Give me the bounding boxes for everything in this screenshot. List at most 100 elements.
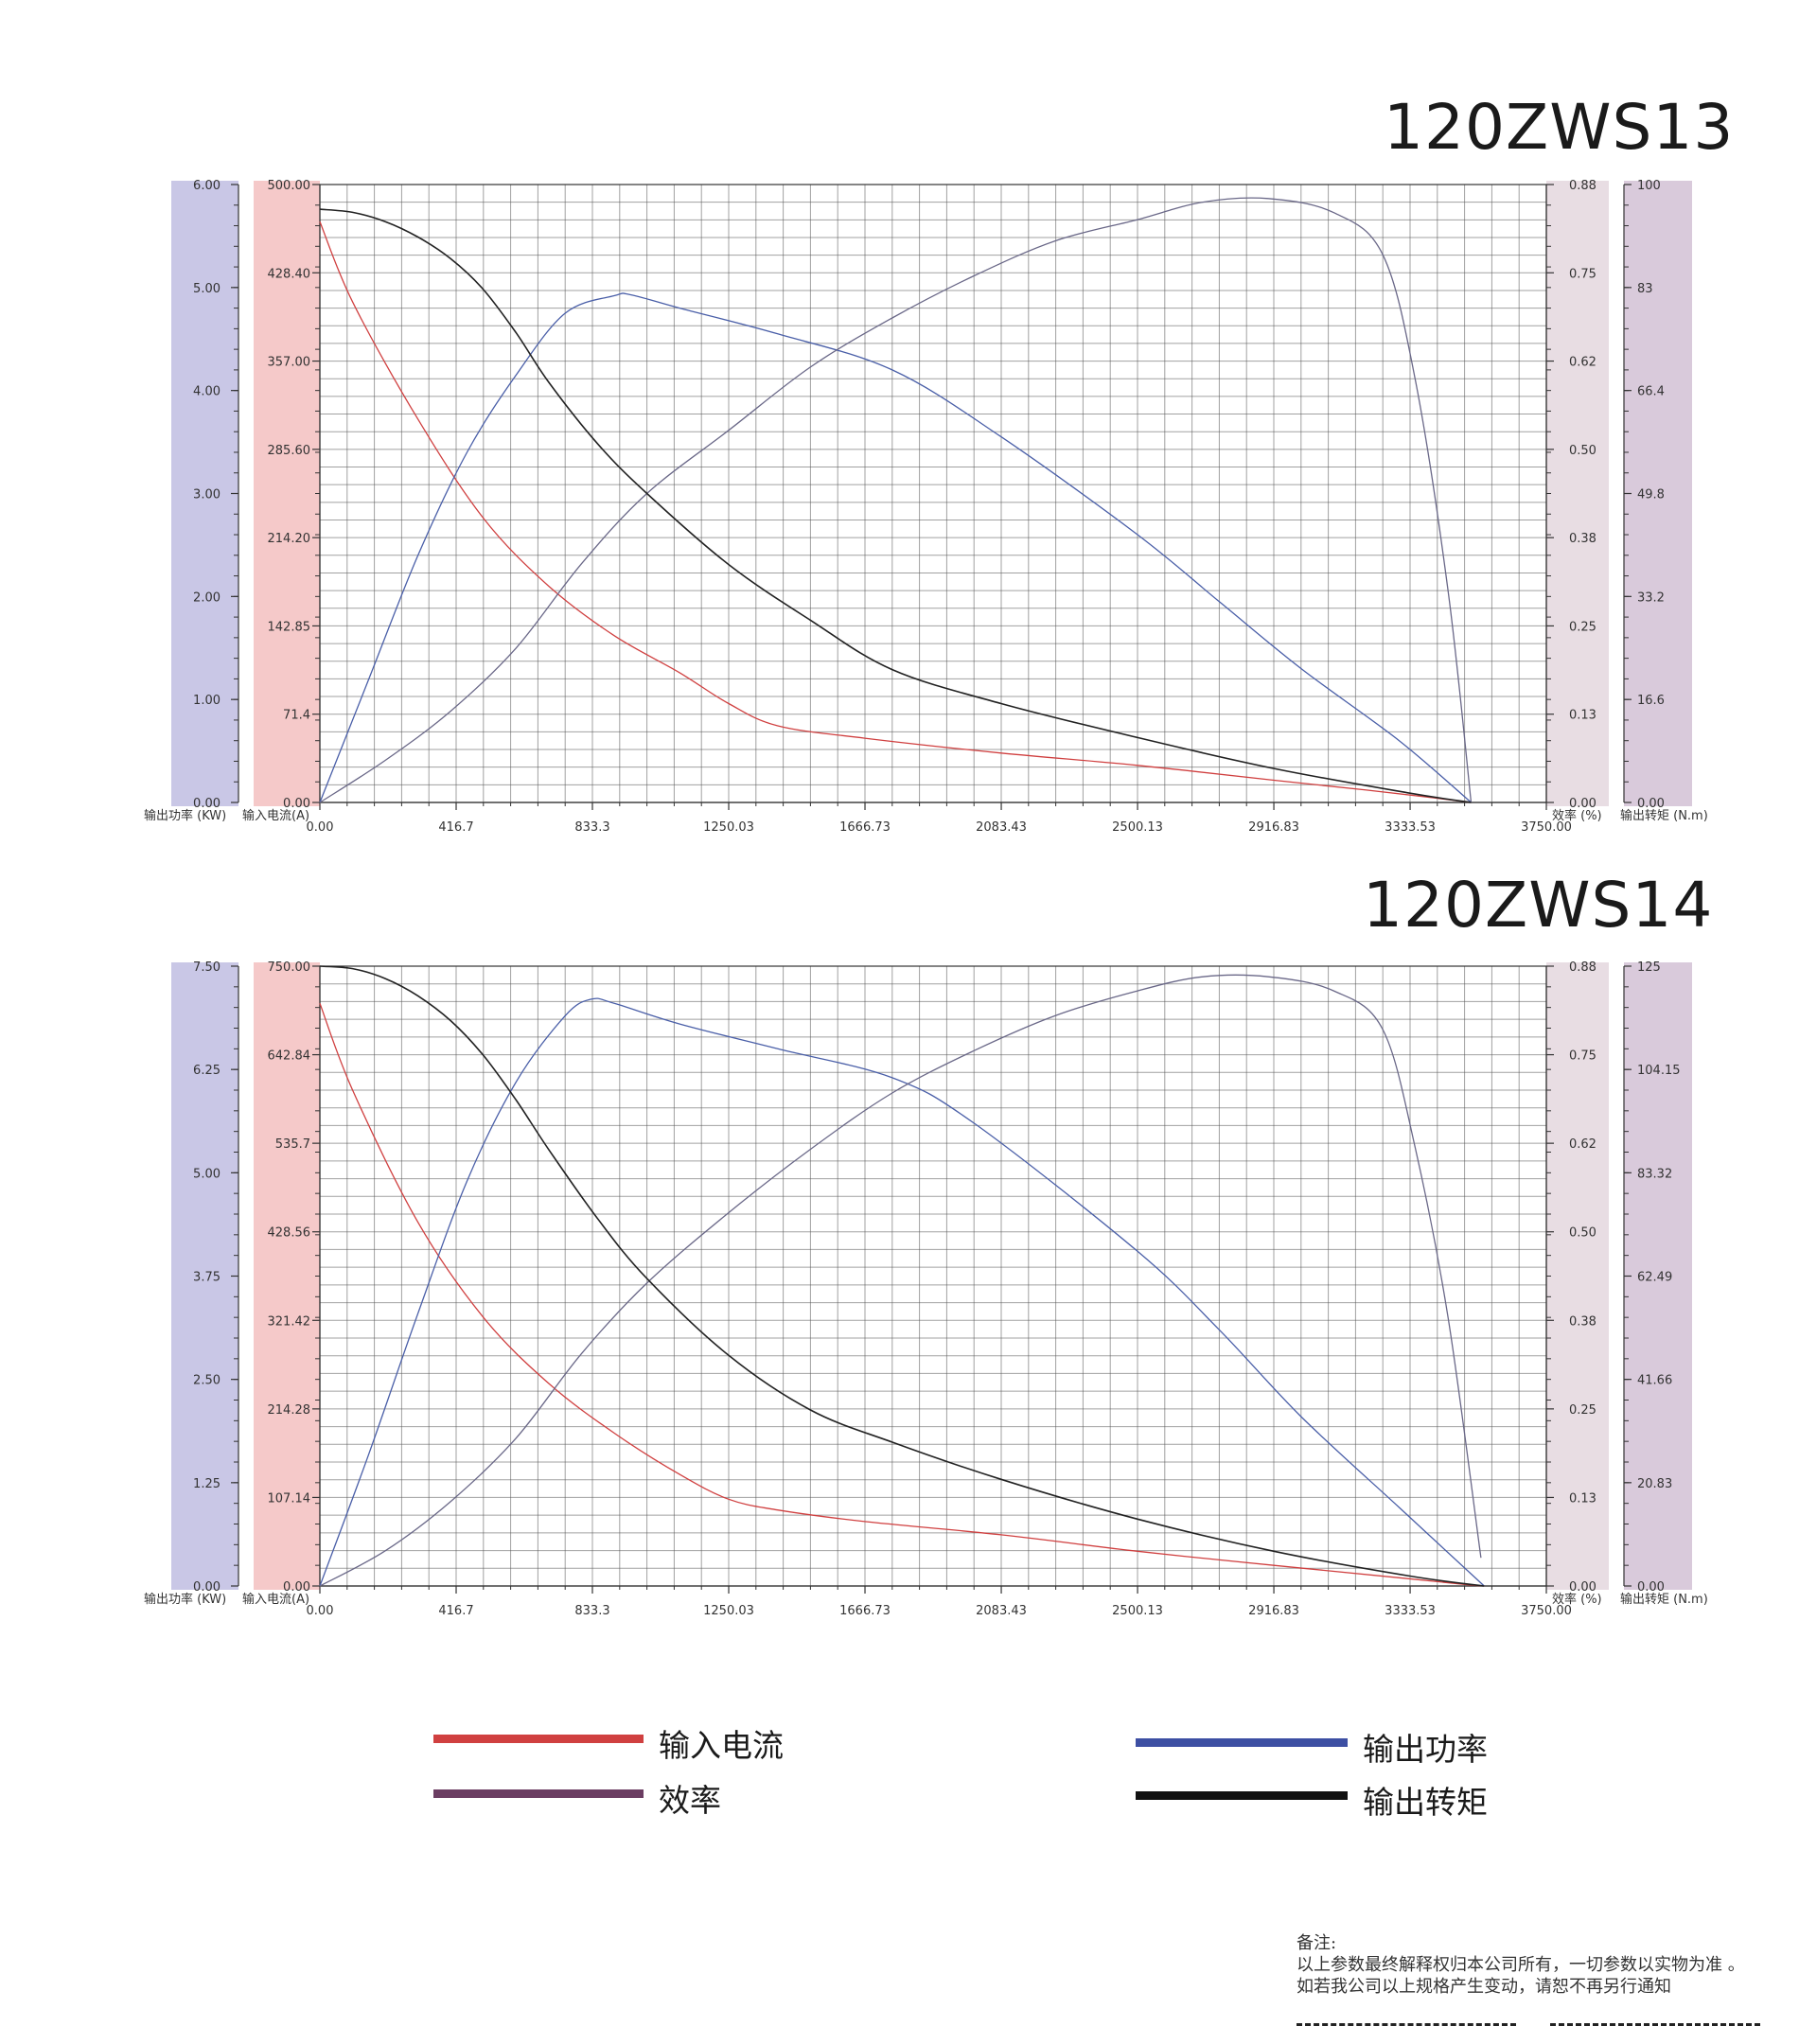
c2-torque-tick-label: 125	[1637, 960, 1661, 975]
legend-item-efficiency: 效率	[433, 1775, 812, 1819]
c1-x-tick-label: 2916.83	[1248, 820, 1299, 835]
c1-torque-tick-label: 16.6	[1637, 694, 1665, 708]
c2-current-axis-band	[254, 962, 320, 1590]
c2-x-tick-label: 3333.53	[1385, 1604, 1436, 1618]
c1-x-tick-label: 3333.53	[1385, 820, 1436, 835]
legend-item-power: 输出功率	[1136, 1724, 1514, 1768]
c1-current-axis-band	[254, 181, 320, 806]
c1-power-tick-label: 3.00	[193, 488, 221, 502]
c1-efficiency-axis-label: 效率 (%)	[1552, 808, 1602, 823]
c1-torque-tick-label: 33.2	[1637, 590, 1665, 605]
c2-x-tick-label: 2916.83	[1248, 1604, 1299, 1618]
c1-efficiency-tick-label: 0.38	[1569, 532, 1596, 546]
notes-underline-right	[1550, 2023, 1760, 2026]
c2-efficiency-tick-label: 0.25	[1569, 1403, 1596, 1418]
legend-item-torque: 输出转矩	[1136, 1777, 1514, 1821]
c2-plot-frame	[319, 965, 1547, 1587]
c2-power-tick-label: 2.50	[193, 1374, 221, 1388]
legend-swatch-power	[1136, 1738, 1348, 1747]
c1-torque-tick-label: 49.8	[1637, 488, 1665, 502]
c2-power-tick-label: 0.00	[193, 1580, 221, 1595]
c1-torque-axis-label: 输出转矩 (N.m)	[1620, 808, 1708, 823]
c1-series-current-line	[319, 220, 1472, 803]
notes: 备注: 以上参数最终解释权归本公司所有，一切参数以实物为准 。 如若我公司以上规…	[1297, 1932, 1745, 1998]
c1-torque-axis-band	[1624, 181, 1692, 806]
c1-current-tick-label: 500.00	[268, 179, 311, 193]
c2-power-axis-label: 输出功率 (KW)	[144, 1592, 226, 1607]
c1-power-axis-band	[171, 181, 238, 806]
c1-current-tick-label: 357.00	[268, 356, 311, 370]
c1-current-tick-label: 428.40	[268, 267, 311, 281]
c2-torque-tick-label: 83.32	[1637, 1167, 1672, 1181]
c2-current-tick-label: 107.14	[268, 1491, 311, 1506]
c1-efficiency-tick-label: 0.88	[1569, 179, 1596, 193]
c2-power-tick-label: 3.75	[193, 1271, 221, 1285]
c1-efficiency-axis-band	[1546, 181, 1609, 806]
c2-current-tick-label: 428.56	[268, 1226, 311, 1241]
c1-power-tick-label: 2.00	[193, 590, 221, 605]
chart-title-1: 120ZWS13	[1384, 91, 1735, 164]
c1-x-tick-label: 1250.03	[703, 820, 754, 835]
c2-torque-tick-label: 20.83	[1637, 1477, 1672, 1491]
c1-power-tick-label: 4.00	[193, 385, 221, 399]
legend-label-current: 输入电流	[659, 1727, 784, 1764]
c2-torque-tick-label: 62.49	[1637, 1271, 1672, 1285]
c1-series-torque-line	[319, 208, 1472, 803]
c1-x-tick-label: 416.7	[438, 820, 473, 835]
c1-x-tick-label: 3750.00	[1521, 820, 1572, 835]
c1-efficiency-tick-label: 0.13	[1569, 709, 1596, 723]
c2-series-torque-line	[319, 965, 1485, 1587]
c2-x-tick-label: 3750.00	[1521, 1604, 1572, 1618]
legend-label-power: 输出功率	[1363, 1731, 1488, 1768]
c1-torque-tick-label: 100	[1637, 179, 1661, 193]
c2-efficiency-axis-label: 效率 (%)	[1552, 1592, 1602, 1607]
c1-current-tick-label: 71.4	[283, 709, 310, 723]
c1-current-tick-label: 142.85	[268, 620, 311, 634]
c2-efficiency-tick-label: 0.00	[1569, 1580, 1596, 1595]
c2-series-power-line	[319, 997, 1485, 1587]
c2-current-axis-label: 输入电流(A)	[242, 1592, 309, 1607]
chart-1-svg: 0.00 1.00 2.00 3.00 4.00 5.00 6.00 0.00 71.4 142.…	[144, 179, 1708, 835]
notes-underline-left	[1297, 2023, 1516, 2026]
c2-torque-tick-label: 41.66	[1637, 1374, 1672, 1388]
c2-x-tick-label: 1666.73	[839, 1604, 891, 1618]
c2-x-tick-label: 1250.03	[703, 1604, 754, 1618]
legend-swatch-torque	[1136, 1791, 1348, 1800]
legend-item-current: 输入电流	[433, 1720, 812, 1764]
c2-torque-axis-band	[1624, 962, 1692, 1590]
c1-power-tick-label: 0.00	[193, 797, 221, 811]
legend-swatch-efficiency	[433, 1789, 644, 1798]
chart-panel-1: 0.00 1.00 2.00 3.00 4.00 5.00 6.00 0.00 71.4 142.…	[0, 0, 1817, 852]
c1-efficiency-tick-label: 0.50	[1569, 444, 1596, 458]
c2-torque-tick-label: 104.15	[1637, 1064, 1681, 1078]
c2-current-tick-label: 642.84	[268, 1049, 311, 1064]
c2-efficiency-tick-label: 0.88	[1569, 960, 1596, 975]
notes-line-1: 以上参数最终解释权归本公司所有，一切参数以实物为准 。	[1297, 1955, 1745, 1975]
c2-efficiency-tick-label: 0.62	[1569, 1137, 1596, 1152]
c2-x-tick-label: 2083.43	[976, 1604, 1027, 1618]
c1-torque-tick-label: 66.4	[1637, 385, 1665, 399]
c1-series-power-line	[319, 292, 1472, 803]
notes-heading: 备注:	[1297, 1933, 1337, 1953]
c2-current-tick-label: 0.00	[283, 1580, 310, 1595]
c1-x-tick-label: 1666.73	[839, 820, 891, 835]
c2-torque-tick-label: 0.00	[1637, 1580, 1665, 1595]
c1-x-tick-label: 2083.43	[976, 820, 1027, 835]
c1-power-axis-label: 输出功率 (KW)	[144, 808, 226, 823]
c2-current-tick-label: 750.00	[268, 960, 311, 975]
c1-power-tick-label: 1.00	[193, 694, 221, 708]
chart-title-2: 120ZWS14	[1363, 869, 1714, 942]
c2-power-tick-label: 6.25	[193, 1064, 221, 1078]
c1-efficiency-tick-label: 0.62	[1569, 356, 1596, 370]
c2-current-tick-label: 321.42	[268, 1314, 311, 1329]
c1-current-tick-label: 214.20	[268, 532, 311, 546]
notes-line-2: 如若我公司以上规格产生变动，请恕不再另行通知	[1297, 1977, 1671, 1997]
legend-label-efficiency: 效率	[659, 1782, 721, 1819]
c1-efficiency-tick-label: 0.25	[1569, 620, 1596, 634]
c1-current-tick-label: 0.00	[283, 797, 310, 811]
c2-torque-axis-label: 输出转矩 (N.m)	[1620, 1592, 1708, 1607]
c2-current-tick-label: 214.28	[268, 1403, 311, 1418]
c1-torque-tick-label: 0.00	[1637, 797, 1665, 811]
c2-power-tick-label: 7.50	[193, 960, 221, 975]
c1-current-tick-label: 285.60	[268, 444, 311, 458]
